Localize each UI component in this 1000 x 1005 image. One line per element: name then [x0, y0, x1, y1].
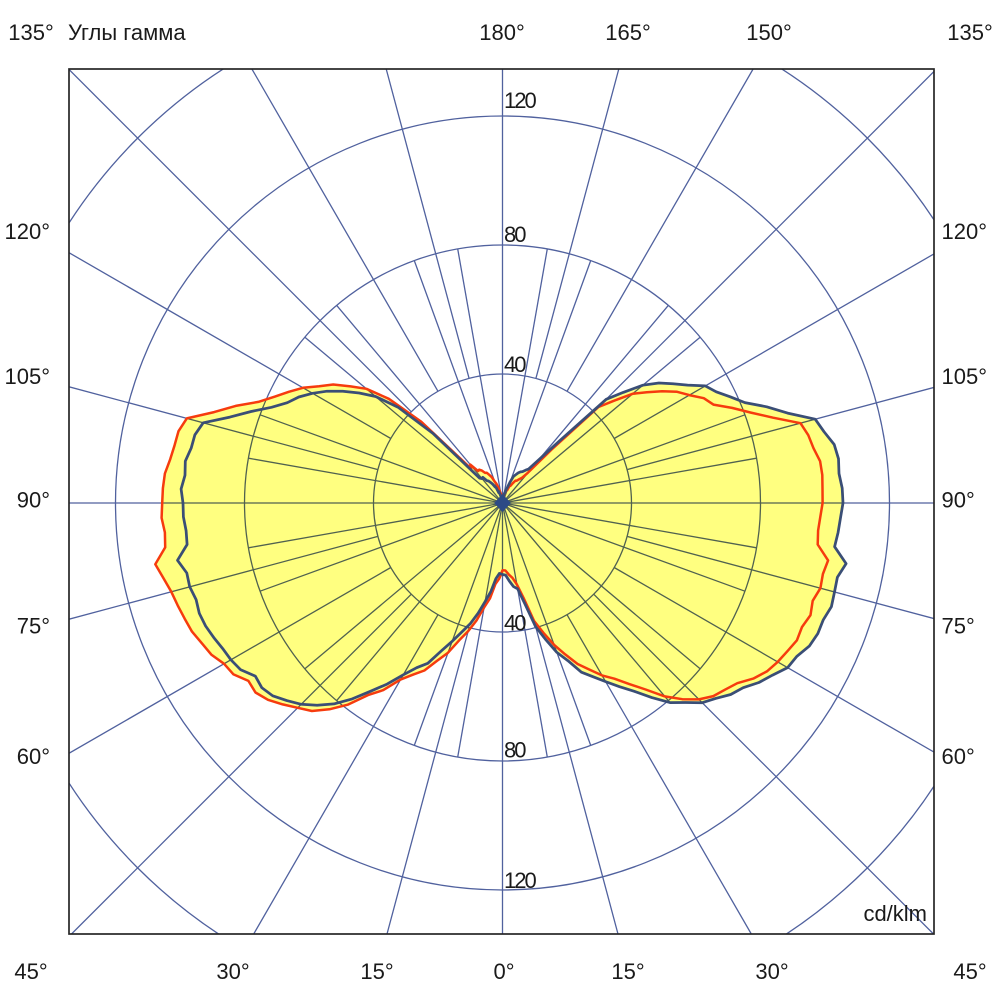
svg-text:60°: 60°: [942, 744, 975, 769]
svg-text:cd/klm: cd/klm: [863, 901, 927, 926]
svg-text:180°: 180°: [479, 20, 525, 45]
svg-text:15°: 15°: [360, 959, 393, 984]
svg-text:135°: 135°: [8, 20, 54, 45]
svg-text:30°: 30°: [755, 959, 788, 984]
svg-text:120: 120: [504, 88, 536, 113]
svg-text:60°: 60°: [17, 744, 50, 769]
svg-text:90°: 90°: [17, 488, 50, 513]
svg-text:165°: 165°: [605, 20, 651, 45]
svg-text:150°: 150°: [746, 20, 792, 45]
svg-text:0°: 0°: [493, 959, 514, 984]
svg-text:80: 80: [504, 222, 526, 247]
svg-text:135°: 135°: [947, 20, 993, 45]
svg-text:15°: 15°: [611, 959, 644, 984]
svg-text:Углы гамма: Углы гамма: [68, 20, 186, 45]
svg-text:75°: 75°: [942, 614, 975, 639]
svg-text:45°: 45°: [14, 959, 47, 984]
svg-text:105°: 105°: [942, 364, 988, 389]
svg-text:120°: 120°: [942, 219, 988, 244]
svg-text:40: 40: [504, 611, 526, 636]
svg-text:30°: 30°: [216, 959, 249, 984]
svg-text:120: 120: [504, 868, 536, 893]
svg-text:75°: 75°: [17, 614, 50, 639]
svg-text:80: 80: [504, 738, 526, 763]
svg-text:90°: 90°: [942, 488, 975, 513]
svg-text:45°: 45°: [953, 959, 986, 984]
svg-text:120°: 120°: [4, 219, 50, 244]
svg-text:105°: 105°: [4, 364, 50, 389]
svg-text:40: 40: [504, 352, 526, 377]
